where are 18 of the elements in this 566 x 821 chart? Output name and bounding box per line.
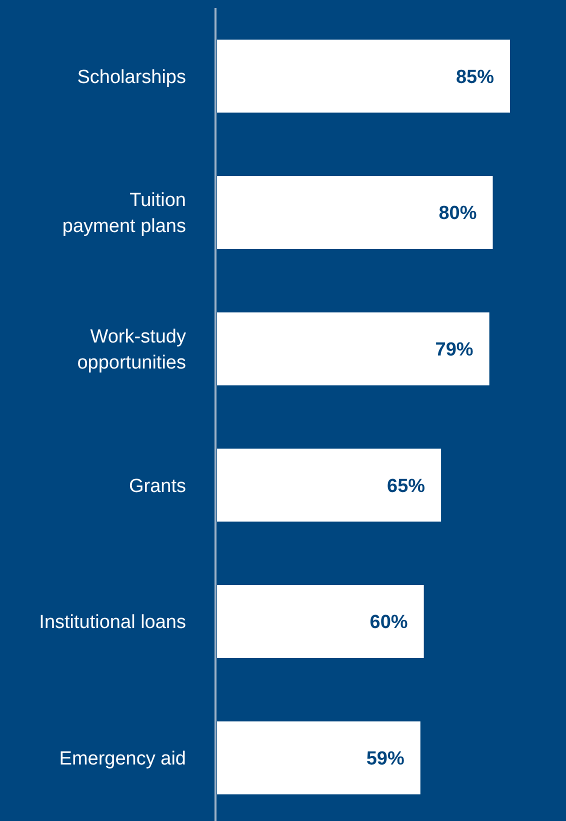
y-tick-label: Emergency aid: [59, 748, 186, 770]
data-label: 79%: [435, 339, 474, 360]
data-label: 85%: [456, 66, 494, 88]
y-tick-label: Scholarships: [77, 66, 186, 88]
bar: [217, 312, 490, 386]
data-label: 80%: [438, 203, 477, 224]
y-tick-label: Grants: [128, 476, 186, 497]
bar: [217, 585, 424, 658]
bar: [217, 40, 510, 113]
bar: [217, 176, 493, 249]
y-tick-label: Tuition payment plans: [62, 190, 186, 238]
y-tick-label: Work-study opportunities: [77, 326, 186, 374]
y-tick-label: Institutional loans: [39, 612, 186, 634]
bar: [217, 448, 442, 522]
bar: [217, 721, 420, 794]
data-label: 59%: [366, 748, 404, 770]
data-label: 65%: [387, 476, 426, 497]
data-label: 60%: [370, 612, 408, 634]
